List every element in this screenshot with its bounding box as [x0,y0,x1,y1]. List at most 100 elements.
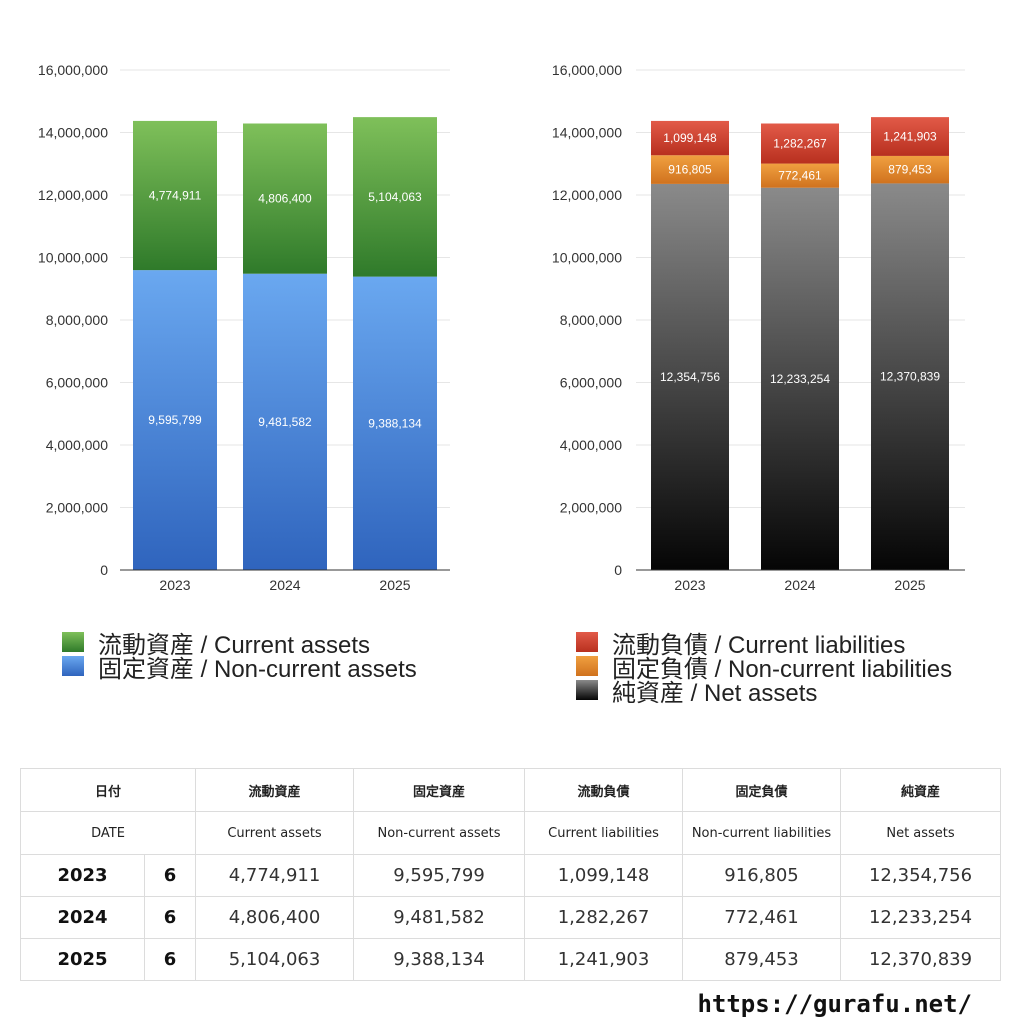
y-tick-label: 12,000,000 [552,187,622,203]
bar-segment [761,187,839,570]
bar-segment [871,117,949,156]
bar-value-label: 879,453 [888,163,932,177]
legend-item-current-assets: 流動資産 / Current assets [62,630,417,659]
site-url[interactable]: https://gurafu.net/ [697,990,972,1018]
y-tick-label: 4,000,000 [46,437,108,453]
th-noncurrent-assets-en: Non-current assets [353,811,526,855]
legend-item-net-assets: 純資産 / Net assets [576,678,952,707]
x-tick-label: 2024 [269,577,300,593]
bar-segment [243,273,327,570]
th-current-liabilities-en: Current liabilities [524,811,684,855]
y-tick-label: 0 [100,562,108,578]
y-tick-label: 10,000,000 [38,250,108,266]
cell-year: 2025 [20,938,145,981]
cell-current-assets: 4,806,400 [195,896,355,939]
th-noncurrent-assets-jp: 固定資産 [353,768,526,812]
assets-legend: 流動資産 / Current assets 固定資産 / Non-current… [62,630,417,683]
cell-noncurrent-assets: 9,388,134 [353,938,526,981]
th-net-assets-jp: 純資産 [840,768,1002,812]
legend-swatch-net-assets [576,680,598,700]
cell-noncurrent-assets: 9,481,582 [353,896,526,939]
bar-segment [353,276,437,570]
bar-value-label: 1,241,903 [883,130,937,144]
x-tick-label: 2025 [894,577,925,593]
bar-value-label: 9,481,582 [258,415,312,429]
bar-value-label: 12,370,839 [880,370,940,384]
table-row: 2025 6 5,104,063 9,388,134 1,241,903 879… [20,938,1002,981]
cell-current-liabilities: 1,241,903 [524,938,684,981]
cell-current-assets: 5,104,063 [195,938,355,981]
cell-current-liabilities: 1,282,267 [524,896,684,939]
y-tick-label: 14,000,000 [38,125,108,141]
th-date-jp: 日付 [19,768,197,812]
legend-swatch-current-liabilities [576,632,598,652]
y-tick-label: 16,000,000 [38,62,108,78]
bar-segment [243,123,327,274]
bar-segment [651,120,729,156]
bar-segment [133,120,217,271]
assets-chart: 0 2,000,000 4,000,000 6,000,000 8,000,000 10,… [38,62,450,593]
legend-label-net-assets: 純資産 / Net assets [612,679,818,707]
cell-year: 2023 [20,854,145,897]
y-tick-label: 6,000,000 [560,375,622,391]
cell-month: 6 [143,896,197,939]
y-tick-label: 4,000,000 [560,437,622,453]
bar-segment [761,123,839,164]
cell-net-assets: 12,233,254 [840,896,1002,939]
y-tick-label: 10,000,000 [552,250,622,266]
bar-segment [353,117,437,277]
y-tick-label: 16,000,000 [552,62,622,78]
legend-swatch-current-assets [62,632,84,652]
bar-segment [871,155,949,184]
bar-segment [761,163,839,188]
cell-noncurrent-liabilities: 916,805 [682,854,842,897]
th-net-assets-en: Net assets [840,811,1002,855]
financial-data-table: 日付 流動資産 固定資産 流動負債 固定負債 純資産 DATE Current … [19,768,1002,981]
th-current-assets-en: Current assets [195,811,355,855]
legend-label-noncurrent-liabilities: 固定負債 / Non-current liabilities [612,655,953,683]
liabilities-legend: 流動負債 / Current liabilities 固定負債 / Non-cu… [576,630,952,707]
th-current-assets-jp: 流動資産 [195,768,355,812]
y-tick-label: 14,000,000 [552,125,622,141]
bar-segment [133,270,217,570]
bar-segment [651,183,729,570]
table-header-row-jp: 日付 流動資産 固定資産 流動負債 固定負債 純資産 [19,768,1002,812]
y-tick-label: 2,000,000 [46,500,108,516]
y-tick-label: 0 [614,562,622,578]
table-header-row-en: DATE Current assets Non-current assets C… [19,811,1002,855]
y-tick-label: 8,000,000 [46,312,108,328]
x-tick-label: 2023 [159,577,190,593]
cell-current-liabilities: 1,099,148 [524,854,684,897]
bar-value-label: 12,233,254 [770,372,830,386]
cell-noncurrent-liabilities: 772,461 [682,896,842,939]
bar-value-label: 772,461 [778,169,822,183]
cell-net-assets: 12,370,839 [840,938,1002,981]
liabilities-net-assets-chart: 0 2,000,000 4,000,000 6,000,000 8,000,000 10,… [552,62,965,593]
y-tick-label: 8,000,000 [560,312,622,328]
bar-value-label: 1,099,148 [663,131,717,145]
cell-net-assets: 12,354,756 [840,854,1002,897]
legend-item-noncurrent-liabilities: 固定負債 / Non-current liabilities [576,654,952,683]
bar-value-label: 12,354,756 [660,370,720,384]
cell-month: 6 [143,938,197,981]
cell-month: 6 [143,854,197,897]
table-row: 2024 6 4,806,400 9,481,582 1,282,267 772… [20,896,1002,939]
th-date-en: DATE [19,811,197,855]
x-tick-label: 2023 [674,577,705,593]
bar-value-label: 5,104,063 [368,190,422,204]
cell-current-assets: 4,774,911 [195,854,355,897]
legend-item-current-liabilities: 流動負債 / Current liabilities [576,630,952,659]
legend-label-current-liabilities: 流動負債 / Current liabilities [612,631,906,659]
bar-segment [651,155,729,184]
bar-value-label: 1,282,267 [773,137,827,151]
bar-segment [871,183,949,570]
cell-noncurrent-assets: 9,595,799 [353,854,526,897]
th-noncurrent-liabilities-en: Non-current liabilities [682,811,842,855]
bar-value-label: 4,774,911 [149,189,202,203]
y-tick-label: 6,000,000 [46,375,108,391]
th-noncurrent-liabilities-jp: 固定負債 [682,768,842,812]
charts-canvas: 0 2,000,000 4,000,000 6,000,000 8,000,000 10,… [38,62,965,593]
bar-value-label: 9,388,134 [368,416,422,430]
cell-year: 2024 [20,896,145,939]
legend-label-current-assets: 流動資産 / Current assets [98,631,371,659]
